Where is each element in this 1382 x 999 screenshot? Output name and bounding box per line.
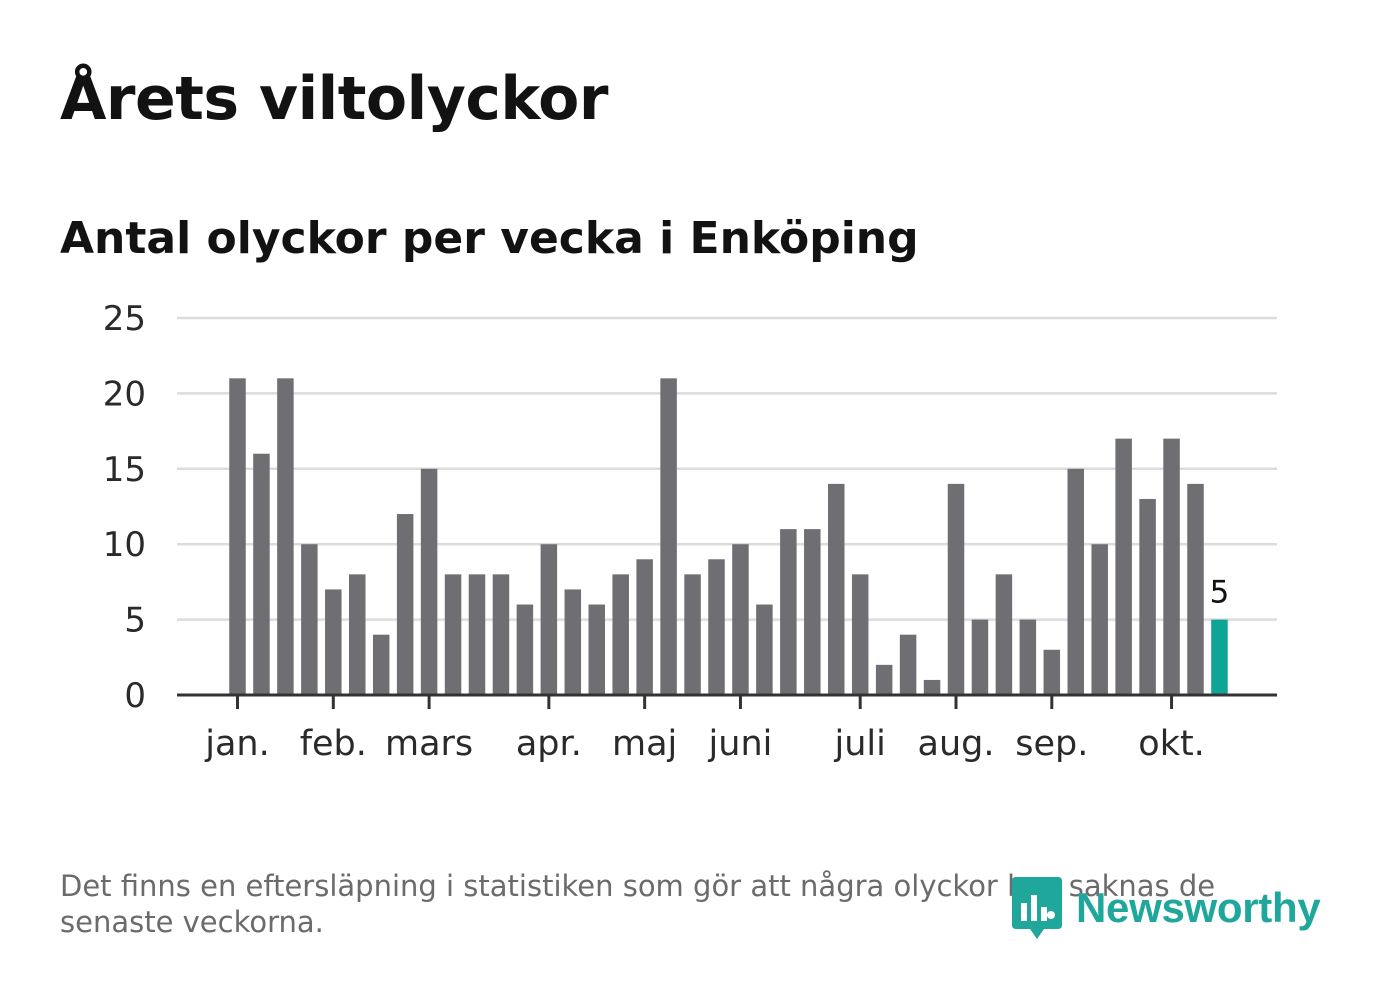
x-axis-labels: jan. feb. mars apr. maj juni juli aug. sep. okt. [204, 724, 1205, 764]
x-tick-label: jan. [204, 724, 269, 764]
bar [1091, 544, 1108, 695]
bar [372, 634, 390, 695]
gridlines [177, 316, 1277, 621]
bar [1163, 438, 1180, 695]
x-tick-label: juli [834, 724, 886, 764]
bar [828, 483, 845, 695]
bar [229, 378, 246, 695]
bar [708, 559, 725, 695]
bar [612, 574, 629, 695]
bar [588, 604, 605, 695]
x-tick-label: apr. [516, 724, 582, 764]
bar [851, 574, 869, 695]
bar [1139, 498, 1156, 695]
bar [995, 574, 1013, 695]
chart-title: Årets viltolyckor [60, 64, 609, 134]
bar [492, 574, 510, 695]
bar [1019, 619, 1037, 695]
y-tick-label: 0 [124, 676, 146, 716]
bar [971, 619, 989, 695]
bar [564, 589, 582, 695]
bar [325, 589, 342, 695]
newsworthy-logo-text: Newsworthy [1076, 884, 1321, 931]
bar [636, 559, 653, 695]
y-axis-ticks: 0 5 10 15 20 25 [103, 299, 146, 716]
bar [947, 483, 965, 695]
y-tick-label: 5 [124, 601, 146, 641]
x-axis [177, 693, 1277, 709]
bar [660, 378, 677, 695]
x-tick-label: okt. [1138, 724, 1205, 764]
bar [923, 679, 941, 695]
bar [253, 453, 270, 695]
bar [444, 574, 462, 695]
bar [1067, 468, 1084, 695]
x-tick-label: feb. [300, 724, 367, 764]
bar-highlight [1211, 619, 1228, 695]
highlight-value-label: 5 [1210, 575, 1230, 611]
bar [780, 529, 797, 695]
bar [899, 634, 917, 695]
bar [804, 529, 821, 695]
bar [1115, 438, 1132, 695]
bar [396, 514, 414, 695]
bar [468, 574, 486, 695]
bar [420, 468, 438, 695]
bar [875, 664, 893, 695]
newsworthy-logo-icon [1012, 877, 1062, 939]
y-tick-label: 20 [103, 374, 146, 414]
bar [540, 544, 558, 695]
newsworthy-logo: Newsworthy [1010, 872, 1321, 944]
bar [349, 574, 366, 695]
bar [756, 604, 773, 695]
bar [277, 378, 294, 695]
bar [516, 604, 534, 695]
bar [1187, 483, 1204, 695]
x-tick-label: aug. [918, 724, 995, 764]
chart-subtitle: Antal olyckor per vecka i Enköping [60, 213, 919, 264]
bar [301, 544, 318, 695]
bar [732, 544, 749, 695]
annotations: 5 [1210, 575, 1230, 611]
y-tick-label: 25 [103, 299, 146, 339]
x-tick-label: mars [385, 724, 473, 764]
y-tick-label: 15 [103, 450, 146, 490]
x-tick-label: maj [612, 724, 677, 764]
bars [229, 378, 1228, 695]
y-tick-label: 10 [103, 525, 146, 565]
bar [684, 574, 701, 695]
x-tick-label: sep. [1015, 724, 1088, 764]
x-tick-label: juni [708, 724, 773, 764]
bar [1043, 649, 1061, 695]
